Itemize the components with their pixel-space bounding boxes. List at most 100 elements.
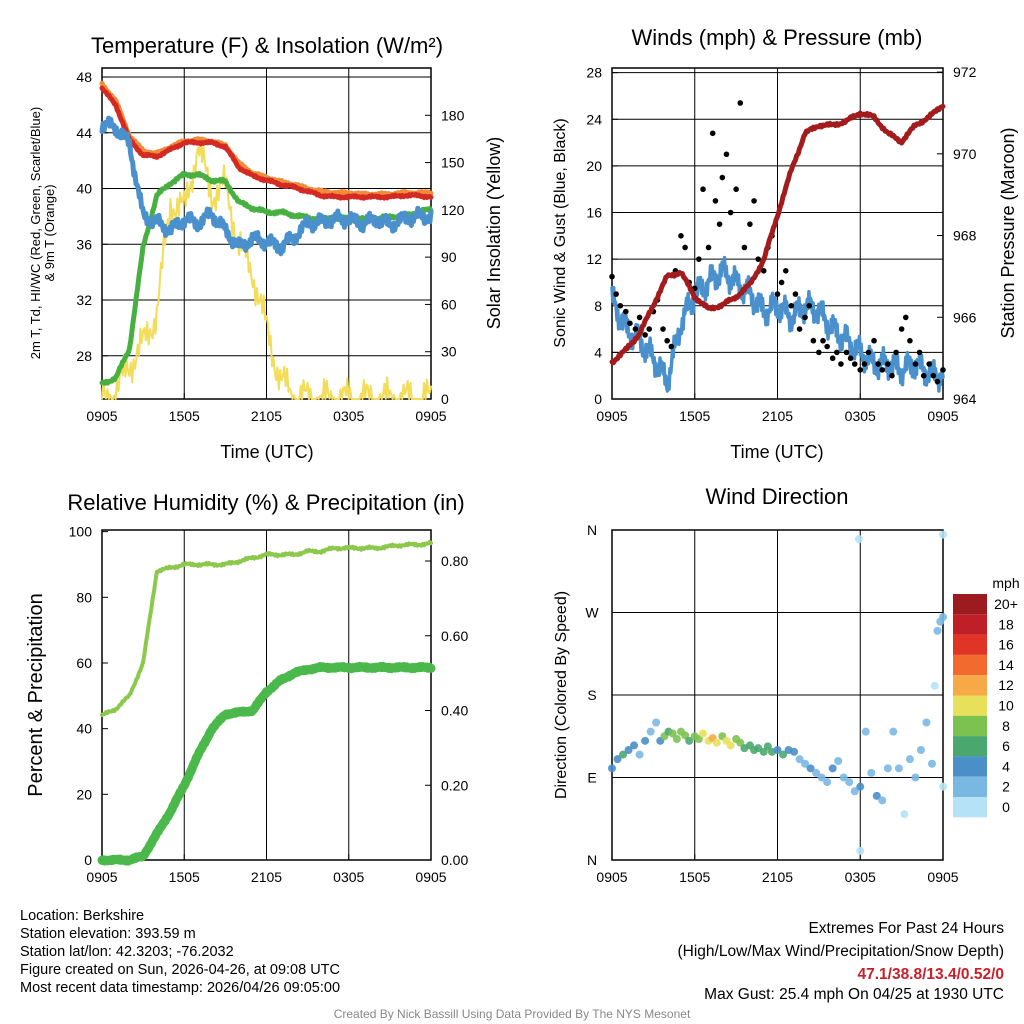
direction-point (878, 796, 887, 805)
gust-point (930, 372, 937, 379)
direction-point (681, 731, 690, 740)
gust-point (617, 302, 624, 309)
y-axis-label: Direction (Colored By Speed) (553, 591, 570, 799)
gust-point (816, 349, 822, 356)
direction-point (668, 729, 677, 738)
direction-point (889, 727, 898, 736)
gust-point (861, 361, 868, 367)
y-tick-label: 16 (586, 205, 602, 221)
direction-point (795, 755, 804, 764)
x-tick-label: 1505 (679, 408, 710, 424)
gust-point (843, 349, 850, 356)
legend-swatch (953, 736, 987, 757)
legend-swatch (953, 695, 987, 716)
y2-tick-label: 964 (953, 391, 977, 407)
x-tick-label: 0905 (415, 408, 446, 424)
direction-point (806, 764, 815, 773)
gust-point (741, 244, 748, 251)
y2-tick-label: 0 (441, 391, 449, 407)
created-time: Figure created on Sun, 2026-04-26, at 09… (20, 962, 340, 978)
gust-point (747, 221, 753, 227)
legend-label: 6 (1002, 738, 1010, 754)
direction-point (619, 750, 628, 759)
gust-point (902, 314, 909, 321)
direction-point (916, 746, 925, 754)
y-tick-label: 4 (594, 344, 602, 360)
gust-point (847, 355, 854, 362)
legend-swatch (953, 634, 987, 655)
gust-point (622, 308, 629, 315)
x-tick-label: 1505 (169, 408, 200, 424)
gust-point (806, 302, 813, 309)
gust-point (609, 273, 615, 280)
gust-point (838, 361, 844, 367)
x-tick-label: 0905 (415, 869, 446, 885)
y2-tick-label: 120 (441, 202, 465, 218)
gust-point (646, 326, 653, 332)
gust-point (857, 367, 864, 373)
gust-point (719, 174, 726, 181)
x-tick-label: 0305 (333, 869, 364, 885)
gust-point (865, 349, 872, 356)
x-tick-label: 0905 (86, 869, 117, 885)
y-tick-label: 36 (76, 236, 92, 252)
chart-title: Winds (mph) & Pressure (mb) (632, 25, 923, 50)
series-solar-insolation (101, 138, 432, 400)
gust-point (824, 343, 830, 350)
direction-point (856, 782, 865, 791)
y-tick-label: E (587, 770, 596, 786)
recent-timestamp: Most recent data timestamp: 2026/04/26 0… (20, 980, 341, 996)
gust-point (682, 244, 688, 251)
y-axis-label: 2m T, Td, HI/WC (Red, Green, Scarlet/Blu… (28, 107, 43, 359)
gust-point (889, 372, 895, 379)
legend-label: 4 (1002, 758, 1010, 774)
direction-point (872, 791, 881, 800)
y-tick-label: 32 (76, 292, 92, 308)
x-tick-label: 0905 (927, 408, 958, 424)
x-tick-label: 0305 (845, 408, 876, 424)
gust-point (774, 291, 781, 297)
y-tick-label: 20 (76, 786, 92, 802)
legend-title: mph (992, 575, 1019, 591)
gust-point (636, 314, 643, 321)
gust-point (912, 361, 919, 367)
series-wind-chill (99, 115, 434, 257)
y-tick-label: 48 (76, 69, 92, 85)
gust-point (678, 233, 684, 239)
y-axis-label: & 9m T (Orange) (42, 184, 57, 281)
y2-tick-label: 0.40 (441, 703, 468, 719)
x-tick-label: 2105 (762, 869, 793, 885)
gust-point (926, 361, 933, 367)
y2-tick-label: 968 (953, 228, 977, 244)
gust-point (893, 349, 899, 356)
legend-swatch (953, 797, 987, 818)
direction-point (834, 757, 843, 765)
gust-point (820, 337, 826, 344)
x-tick-label: 0305 (333, 408, 364, 424)
gust-point (871, 337, 877, 344)
x-axis-label: Time (UTC) (220, 442, 313, 462)
y2-tick-label: 30 (441, 344, 457, 360)
x-tick-label: 0905 (927, 869, 958, 885)
y-tick-label: W (585, 605, 599, 621)
gust-point (660, 326, 666, 332)
gust-point (898, 326, 905, 332)
gust-point (627, 320, 633, 327)
chart-title: Relative Humidity (%) & Precipitation (i… (67, 490, 464, 515)
x-tick-label: 2105 (251, 408, 282, 424)
gust-point (829, 355, 836, 362)
legend-label: 0 (1002, 799, 1010, 815)
legend-label: 18 (998, 616, 1014, 632)
max-gust: Max Gust: 25.4 mph On 04/25 at 1930 UTC (704, 986, 1004, 1003)
direction-point (854, 535, 863, 544)
credit: Created By Nick Bassill Using Data Provi… (333, 1007, 691, 1021)
gust-point (723, 151, 730, 158)
legend-swatch (953, 776, 987, 797)
y-tick-label: N (587, 852, 597, 868)
direction-point (922, 718, 931, 727)
legend-label: 12 (998, 677, 1014, 693)
gust-point (716, 221, 723, 227)
gust-point (851, 361, 858, 367)
y2-tick-label: 90 (441, 249, 457, 265)
series-relative-humidity (100, 539, 433, 717)
